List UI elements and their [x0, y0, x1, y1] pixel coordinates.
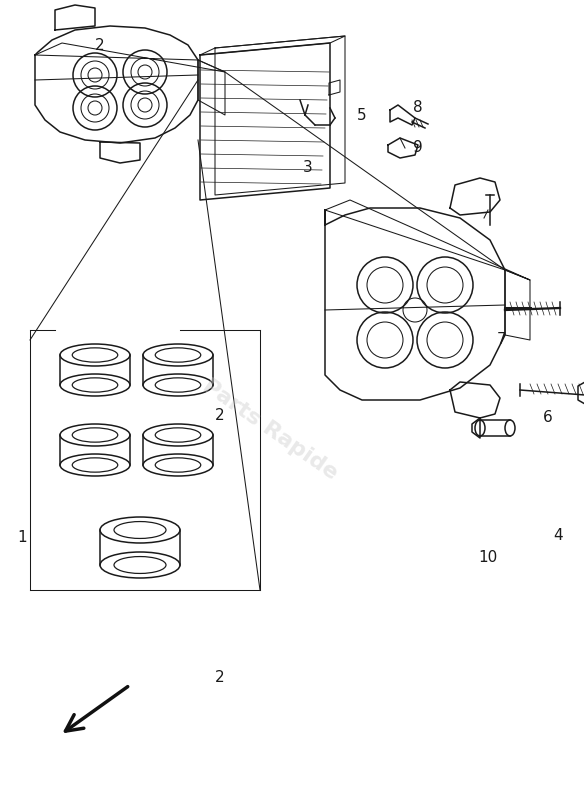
Text: Parts Rapide: Parts Rapide [199, 376, 341, 484]
Text: 1: 1 [17, 530, 27, 546]
Text: 2: 2 [95, 38, 105, 53]
Text: 2: 2 [215, 670, 225, 686]
Text: 9: 9 [413, 141, 423, 155]
Text: 2: 2 [215, 407, 225, 422]
Text: 6: 6 [543, 410, 553, 426]
Text: 10: 10 [478, 550, 498, 566]
Text: 7: 7 [497, 333, 507, 347]
Text: 3: 3 [303, 161, 313, 175]
Text: 8: 8 [413, 101, 423, 115]
Text: 4: 4 [553, 527, 563, 542]
Text: 5: 5 [357, 107, 367, 122]
